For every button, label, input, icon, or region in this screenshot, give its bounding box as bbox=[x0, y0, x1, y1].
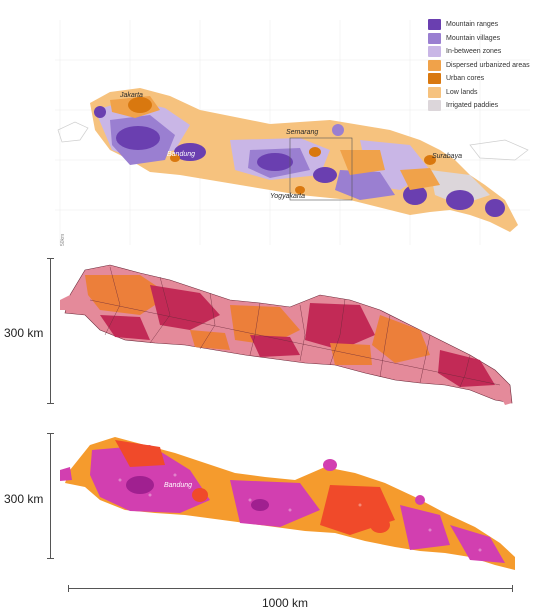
density-map bbox=[0, 425, 550, 575]
small-scale-label: 50km bbox=[60, 234, 66, 246]
administrative-map bbox=[0, 255, 550, 415]
legend-label: Low lands bbox=[446, 89, 478, 96]
legend-label: Mountain villages bbox=[446, 35, 500, 42]
sumatra-outline bbox=[58, 122, 88, 142]
legend-item: In-between zones bbox=[428, 45, 530, 59]
scale-label-middle: 300 km bbox=[4, 326, 43, 340]
legend-swatch bbox=[428, 73, 441, 84]
map-legend: Mountain ranges Mountain villages In-bet… bbox=[428, 18, 530, 113]
bali-outline bbox=[470, 140, 528, 160]
administrative-map-panel bbox=[0, 255, 550, 415]
legend-label: In-between zones bbox=[446, 48, 501, 55]
legend-label: Urban cores bbox=[446, 75, 484, 82]
legend-item: Low lands bbox=[428, 86, 530, 100]
city-label-jakarta: Jakarta bbox=[120, 92, 143, 99]
typology-map-panel: Jakarta Bandung Semarang Yogyakarta Sura… bbox=[0, 0, 550, 250]
vertical-scale-bar-middle bbox=[50, 258, 52, 404]
legend-swatch bbox=[428, 87, 441, 98]
legend-item: Mountain villages bbox=[428, 32, 530, 46]
legend-swatch bbox=[428, 60, 441, 71]
legend-item: Irrigated paddies bbox=[428, 99, 530, 113]
legend-label: Irrigated paddies bbox=[446, 102, 498, 109]
legend-swatch bbox=[428, 100, 441, 111]
city-label-yogyakarta: Yogyakarta bbox=[270, 193, 305, 200]
density-map-panel: Bandung bbox=[0, 425, 550, 575]
vertical-scale-bar-bottom bbox=[50, 433, 52, 559]
city-label-bandung-bottom: Bandung bbox=[164, 482, 192, 489]
legend-swatch bbox=[428, 46, 441, 57]
legend-swatch bbox=[428, 19, 441, 30]
city-label-surabaya: Surabaya bbox=[432, 153, 462, 160]
horizontal-scale-bar bbox=[68, 588, 513, 589]
legend-item: Urban cores bbox=[428, 72, 530, 86]
scale-label-horizontal: 1000 km bbox=[262, 596, 308, 610]
scale-label-bottom: 300 km bbox=[4, 492, 43, 506]
legend-label: Dispersed urbanized areas bbox=[446, 62, 530, 69]
legend-label: Mountain ranges bbox=[446, 21, 498, 28]
legend-item: Dispersed urbanized areas bbox=[428, 59, 530, 73]
city-label-bandung: Bandung bbox=[167, 151, 195, 158]
city-label-semarang: Semarang bbox=[286, 129, 318, 136]
legend-item: Mountain ranges bbox=[428, 18, 530, 32]
legend-swatch bbox=[428, 33, 441, 44]
